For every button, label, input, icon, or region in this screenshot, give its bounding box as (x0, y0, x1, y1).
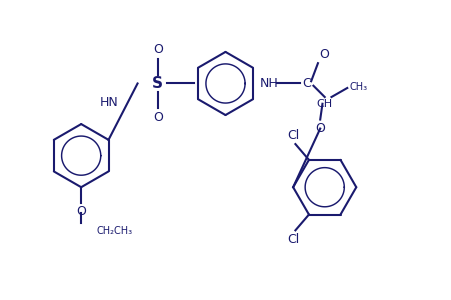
Text: HN: HN (100, 96, 119, 110)
Text: O: O (315, 122, 325, 135)
Text: CH₂CH₃: CH₂CH₃ (97, 226, 133, 236)
Text: CH₃: CH₃ (350, 82, 368, 92)
Text: S: S (152, 76, 163, 91)
Text: Cl: Cl (287, 129, 299, 142)
Text: O: O (153, 110, 163, 124)
Text: O: O (153, 44, 163, 56)
Text: NH: NH (259, 77, 278, 90)
Text: Cl: Cl (287, 232, 299, 246)
Text: O: O (76, 205, 86, 218)
Text: C: C (302, 77, 311, 90)
Text: CH: CH (317, 99, 333, 109)
Text: O: O (319, 48, 329, 61)
